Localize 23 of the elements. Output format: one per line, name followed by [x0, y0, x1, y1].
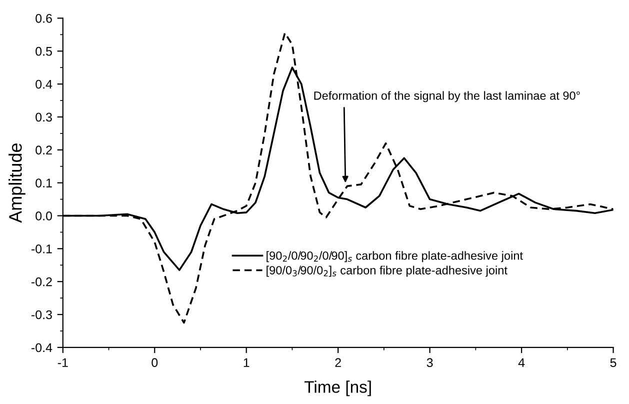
x-tick-label: 0 [152, 358, 158, 368]
y-tick-label: 0.3 [36, 112, 52, 122]
y-tick-label: -0.3 [32, 310, 52, 320]
annotation: Deformation of the signal by the last laminae at 90° [314, 91, 580, 102]
x-tick-label: 2 [335, 358, 341, 367]
x-tick-label: 4 [518, 358, 525, 367]
x-tick-label: 5 [610, 358, 616, 368]
y-axis-title: Amplitude [8, 143, 26, 223]
y-tick-label: 0.2 [36, 146, 52, 155]
x-tick-label: -1 [58, 358, 68, 367]
x-tick-label: 1 [244, 358, 250, 367]
y-tick-label: 0.0 [36, 212, 52, 220]
y-tick-label: 0.6 [36, 14, 52, 23]
x-axis-title: Time [ns] [304, 380, 371, 396]
y-tick-label: -0.4 [32, 343, 52, 352]
legend-label: [90/0$_{3}$/90/0$_{2}$]$_{s}$ carbon fibre plate-adhesive joint [266, 266, 508, 277]
legend-label: [90$_{2}$/0/90$_{2}$/0/90]$_{s}$ carbon fibre plate-adhesive joint [266, 251, 523, 262]
y-tick-label: -0.1 [32, 244, 52, 254]
y-tick-label: 0.4 [36, 80, 52, 89]
y-tick-label: 0.1 [36, 178, 52, 188]
y-tick-label: -0.2 [32, 277, 52, 286]
x-tick-label: 3 [426, 358, 433, 368]
y-tick-label: 0.5 [36, 46, 52, 56]
